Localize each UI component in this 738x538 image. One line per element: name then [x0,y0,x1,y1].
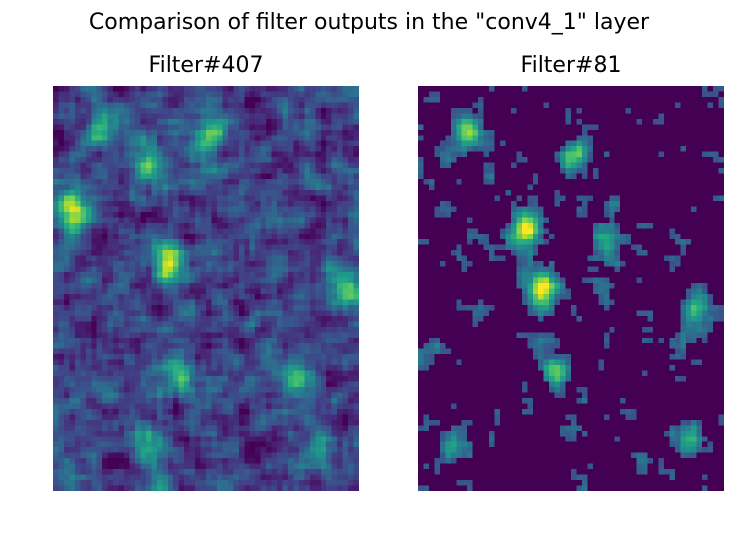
heatmap-filter-81 [418,86,724,491]
panel-title-filter-407: Filter#407 [148,53,264,78]
panel-title-filter-81: Filter#81 [520,53,622,78]
figure-title: Comparison of filter outputs in the "con… [88,10,650,35]
heatmap-filter-407 [53,86,359,491]
